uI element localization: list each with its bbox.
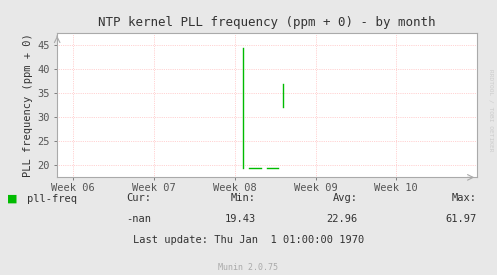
Text: Min:: Min: [231, 193, 256, 203]
Text: 19.43: 19.43 [225, 214, 256, 224]
Text: RRDTOOL / TOBI OETIKER: RRDTOOL / TOBI OETIKER [489, 69, 494, 151]
Text: -nan: -nan [127, 214, 152, 224]
Text: ■: ■ [7, 194, 18, 204]
Text: 61.97: 61.97 [446, 214, 477, 224]
Title: NTP kernel PLL frequency (ppm + 0) - by month: NTP kernel PLL frequency (ppm + 0) - by … [98, 16, 436, 29]
Y-axis label: PLL frequency (ppm + 0): PLL frequency (ppm + 0) [23, 33, 33, 177]
Text: Last update: Thu Jan  1 01:00:00 1970: Last update: Thu Jan 1 01:00:00 1970 [133, 235, 364, 245]
Text: pll-freq: pll-freq [27, 194, 78, 204]
Text: Max:: Max: [452, 193, 477, 203]
Text: Cur:: Cur: [127, 193, 152, 203]
Text: Munin 2.0.75: Munin 2.0.75 [219, 263, 278, 272]
Text: 22.96: 22.96 [327, 214, 358, 224]
Text: Avg:: Avg: [333, 193, 358, 203]
